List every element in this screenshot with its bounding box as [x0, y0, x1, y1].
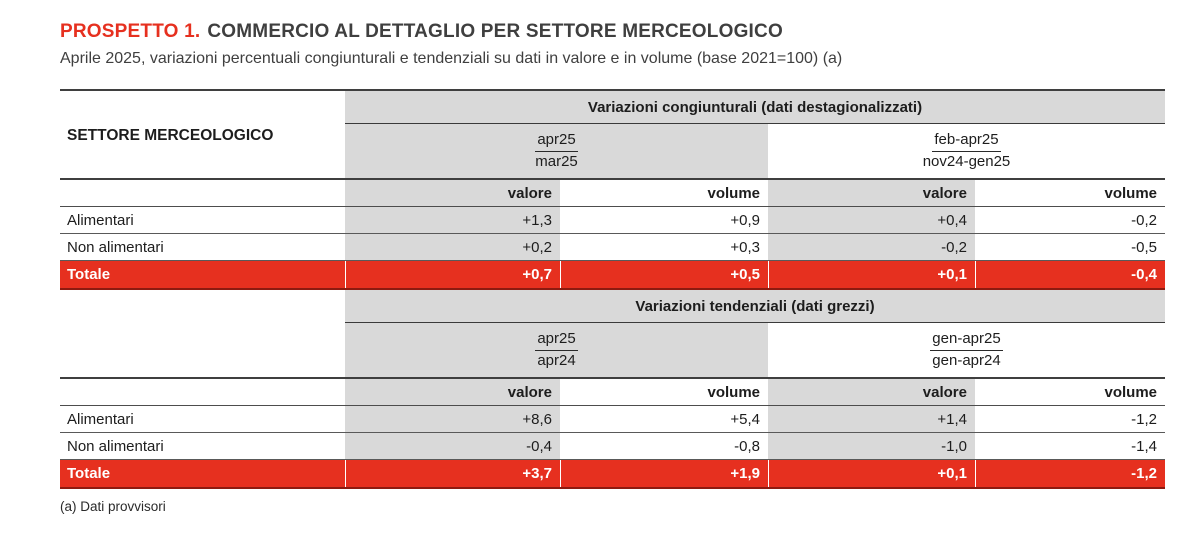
- value-cell: +1,3: [345, 207, 560, 233]
- table-row-total: Totale +0,7 +0,5 +0,1 -0,4: [60, 261, 1165, 290]
- period-denominator: mar25: [535, 153, 578, 170]
- table-row: Non alimentari -0,4 -0,8 -1,0 -1,4: [60, 433, 1165, 460]
- value-cell: +0,4: [768, 207, 975, 233]
- value-cell: +1,4: [768, 406, 975, 432]
- value-cell: -0,4: [975, 261, 1165, 288]
- value-cell: +3,7: [345, 460, 560, 487]
- page-subtitle: Aprile 2025, variazioni percentuali cong…: [60, 50, 843, 67]
- value-cell: +8,6: [345, 406, 560, 432]
- value-cell: -0,8: [734, 437, 760, 455]
- row-label: Totale: [60, 261, 345, 288]
- value-cell: -0,5: [1131, 238, 1157, 256]
- table-row-total: Totale +3,7 +1,9 +0,1 -1,2: [60, 460, 1165, 489]
- period-group: apr25 apr24: [345, 323, 768, 377]
- measure-header: volume: [707, 383, 760, 401]
- table-row: Alimentari +1,3 +0,9 +0,4 -0,2: [60, 207, 1165, 234]
- prospetto-page: PROSPETTO 1. COMMERCIO AL DETTAGLIO PER S…: [60, 21, 1165, 514]
- measures-header-row: valore volume valore volume: [60, 180, 1165, 207]
- value-cell: +0,1: [768, 261, 975, 288]
- value-cell: +5,4: [730, 410, 760, 428]
- measure-header: valore: [345, 180, 560, 206]
- empty-cell: [60, 323, 345, 377]
- period-numerator: apr25: [535, 130, 578, 152]
- period-denominator: nov24-gen25: [922, 153, 1011, 170]
- period-numerator: feb-apr25: [932, 130, 1001, 152]
- measure-header: volume: [1104, 184, 1157, 202]
- retail-sector-table: Variazioni congiunturali (dati destagion…: [60, 89, 1165, 489]
- measure-header: valore: [768, 180, 975, 206]
- measure-header: valore: [345, 379, 560, 405]
- row-label: Alimentari: [67, 410, 134, 428]
- measure-header: valore: [768, 379, 975, 405]
- measure-header: volume: [1104, 383, 1157, 401]
- prospetto-number: PROSPETTO 1.: [60, 21, 201, 42]
- value-cell: +0,7: [345, 261, 560, 288]
- row-label: Non alimentari: [67, 437, 164, 455]
- value-cell: -1,2: [1131, 410, 1157, 428]
- section-title: Variazioni tendenziali (dati grezzi): [345, 290, 1165, 323]
- row-header: SETTORE MERCEOLOGICO: [67, 126, 274, 144]
- measures-header-row: valore volume valore volume: [60, 379, 1165, 406]
- section-congiunturali: Variazioni congiunturali (dati destagion…: [60, 91, 1165, 290]
- period-numerator: apr25: [535, 329, 578, 351]
- value-cell: +0,5: [560, 261, 768, 288]
- empty-cell: [60, 180, 345, 206]
- period-group: gen-apr25 gen-apr24: [768, 323, 1165, 377]
- value-cell: -0,2: [768, 234, 975, 260]
- title-text: COMMERCIO AL DETTAGLIO PER SETTORE MERCE…: [207, 21, 783, 42]
- value-cell: +1,9: [560, 460, 768, 487]
- row-label: Non alimentari: [67, 238, 164, 256]
- period-numerator: gen-apr25: [930, 329, 1003, 351]
- section-header-block: Variazioni tendenziali (dati grezzi) apr…: [60, 290, 1165, 379]
- value-cell: -0,4: [345, 433, 560, 459]
- period-denominator: gen-apr24: [932, 352, 1001, 369]
- value-cell: +0,3: [730, 238, 760, 256]
- measure-header: volume: [707, 184, 760, 202]
- section-title: Variazioni congiunturali (dati destagion…: [345, 91, 1165, 124]
- section-tendenziali: Variazioni tendenziali (dati grezzi) apr…: [60, 290, 1165, 489]
- period-group: apr25 mar25: [345, 124, 768, 178]
- value-cell: +0,9: [730, 211, 760, 229]
- table-footnote: (a) Dati provvisori: [60, 499, 166, 514]
- period-denominator: apr24: [537, 352, 576, 369]
- row-label: Alimentari: [67, 211, 134, 229]
- empty-cell: [60, 290, 345, 323]
- section-header-block: Variazioni congiunturali (dati destagion…: [60, 91, 1165, 180]
- value-cell: -1,4: [1131, 437, 1157, 455]
- table-row: Non alimentari +0,2 +0,3 -0,2 -0,5: [60, 234, 1165, 261]
- value-cell: -0,2: [1131, 211, 1157, 229]
- empty-cell: [60, 379, 345, 405]
- value-cell: -1,2: [975, 460, 1165, 487]
- period-group: feb-apr25 nov24-gen25: [768, 124, 1165, 178]
- row-label: Totale: [60, 460, 345, 487]
- table-row: Alimentari +8,6 +5,4 +1,4 -1,2: [60, 406, 1165, 433]
- value-cell: -1,0: [768, 433, 975, 459]
- value-cell: +0,2: [345, 234, 560, 260]
- value-cell: +0,1: [768, 460, 975, 487]
- page-title: PROSPETTO 1. COMMERCIO AL DETTAGLIO PER S…: [60, 21, 1165, 43]
